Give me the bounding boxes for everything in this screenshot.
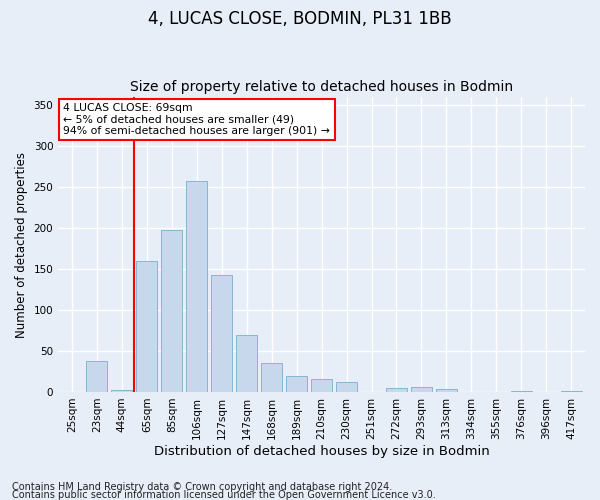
Bar [86, 361, 107, 392]
Bar [436, 388, 457, 392]
Bar [311, 379, 332, 392]
Text: 4 LUCAS CLOSE: 69sqm
← 5% of detached houses are smaller (49)
94% of semi-detach: 4 LUCAS CLOSE: 69sqm ← 5% of detached ho… [64, 103, 331, 136]
Y-axis label: Number of detached properties: Number of detached properties [15, 152, 28, 338]
Bar [136, 261, 157, 392]
X-axis label: Distribution of detached houses by size in Bodmin: Distribution of detached houses by size … [154, 444, 490, 458]
Bar [186, 182, 208, 392]
Bar [161, 230, 182, 392]
Bar [386, 388, 407, 392]
Bar [111, 390, 133, 392]
Text: Contains HM Land Registry data © Crown copyright and database right 2024.: Contains HM Land Registry data © Crown c… [12, 482, 392, 492]
Bar [211, 275, 232, 392]
Bar [560, 391, 582, 392]
Bar [411, 387, 432, 392]
Bar [336, 382, 357, 392]
Bar [236, 334, 257, 392]
Text: Contains public sector information licensed under the Open Government Licence v3: Contains public sector information licen… [12, 490, 436, 500]
Bar [261, 364, 282, 392]
Bar [511, 391, 532, 392]
Bar [286, 376, 307, 392]
Text: 4, LUCAS CLOSE, BODMIN, PL31 1BB: 4, LUCAS CLOSE, BODMIN, PL31 1BB [148, 10, 452, 28]
Title: Size of property relative to detached houses in Bodmin: Size of property relative to detached ho… [130, 80, 513, 94]
